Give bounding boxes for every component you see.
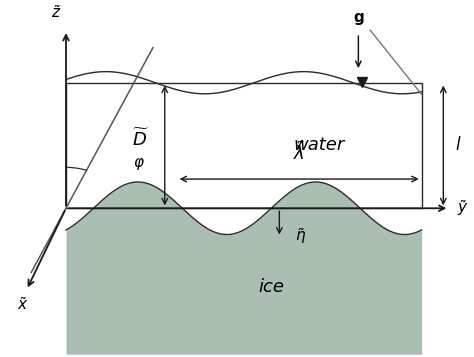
- Text: $\tilde{\eta}$: $\tilde{\eta}$: [295, 226, 306, 246]
- Text: $l$: $l$: [455, 136, 462, 155]
- Text: $\tilde{\lambda}$: $\tilde{\lambda}$: [293, 142, 305, 165]
- Text: water: water: [293, 136, 345, 155]
- Text: ice: ice: [258, 278, 284, 296]
- Text: $\varphi$: $\varphi$: [133, 156, 145, 172]
- Text: $\tilde{y}$: $\tilde{y}$: [457, 198, 469, 218]
- Text: $\tilde{z}$: $\tilde{z}$: [51, 5, 61, 21]
- Text: $\widetilde{D}$: $\widetilde{D}$: [132, 129, 150, 150]
- Text: $\tilde{x}$: $\tilde{x}$: [17, 296, 28, 313]
- Text: $\mathbf{g}$: $\mathbf{g}$: [353, 11, 364, 27]
